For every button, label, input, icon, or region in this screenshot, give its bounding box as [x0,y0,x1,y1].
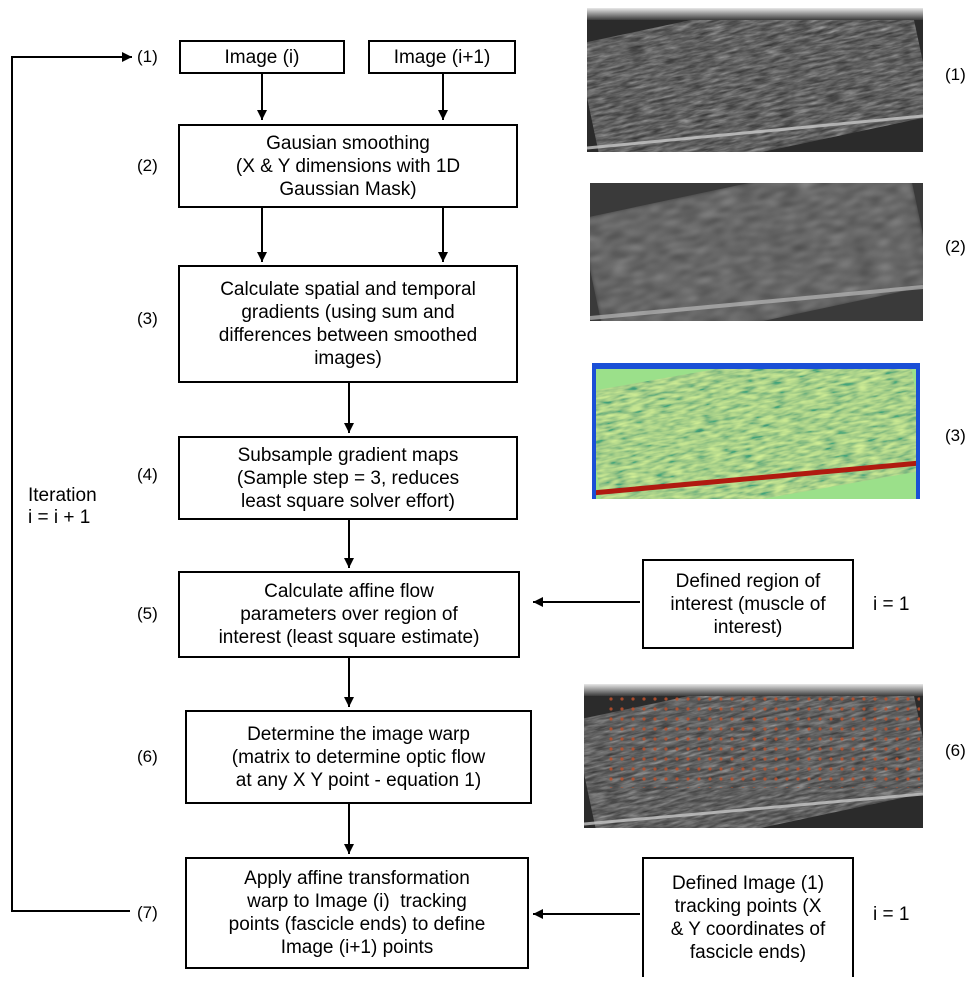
image-i-label: Image (i) [224,46,300,68]
ultrasound-raw-image [587,8,923,152]
ultrasound-smoothed-image [590,183,923,321]
subsample-box: Subsample gradient maps (Sample step = 3… [178,436,518,520]
step-label-5: (5) [137,604,158,623]
image-i-box: Image (i) [179,40,345,74]
smoothing-line-3: Gaussian Mask) [279,178,417,200]
affine-flow-line-2: parameters over region of [240,604,458,625]
gradients-box: Calculate spatial and temporal gradients… [178,265,518,383]
subsample-line-2: (Sample step = 3, reduces [236,467,460,489]
affine-flow-box: Calculate affine flow parameters over re… [178,571,520,658]
apply-line-2: warp to Image (i) tracking [247,891,467,912]
roi-line-2: interest (muscle of [670,593,826,615]
tracking-line-3: & Y coordinates of [670,919,826,940]
image-warp-box: Determine the image warp (matrix to dete… [185,710,532,804]
image-label-1: (1) [945,65,966,84]
step-label-3: (3) [137,309,158,328]
tracking-i-equals-1-label: i = 1 [873,904,910,925]
image-i1-label: Image (i+1) [393,46,491,68]
warp-line-3: at any X Y point - equation 1) [235,769,482,791]
roi-line-1: Defined region of [675,570,821,592]
warp-line-2: (matrix to determine optic flow [231,746,486,768]
affine-flow-line-1: Calculate affine flow [264,581,434,602]
image-i1-box: Image (i+1) [368,40,516,74]
step-label-7: (7) [137,903,158,922]
smoothing-line-2: (X & Y dimensions with 1D [235,155,461,177]
gradients-line-1: Calculate spatial and temporal [220,279,476,300]
step-label-1: (1) [137,47,158,66]
iteration-loop-arrow [11,52,132,912]
iteration-line-2: i = i + 1 [28,507,91,528]
iteration-line-1: Iteration [28,485,97,506]
roi-i-equals-1-label: i = 1 [873,594,910,615]
subsample-line-3: least square solver effort) [240,490,455,512]
tracked-points-image [584,684,923,828]
gradients-line-2: gradients (using sum and [241,302,455,323]
apply-line-4: Image (i+1) points [280,937,434,958]
iteration-label: Iteration i = i + 1 [28,485,97,529]
step-label-4: (4) [137,465,158,484]
tracking-line-1: Defined Image (1) [671,873,825,894]
tracking-points-box: Defined Image (1) tracking points (X & Y… [642,857,854,977]
image-label-6: (6) [945,741,966,760]
apply-line-1: Apply affine transformation [244,868,470,889]
tracking-line-4: fascicle ends) [689,942,807,963]
roi-box: Defined region of interest (muscle of in… [642,559,854,649]
smoothing-line-1: Gausian smoothing [266,132,430,154]
gradients-line-4: images) [314,348,382,369]
gradients-line-3: differences between smoothed [218,325,478,346]
gradient-map-image [592,363,920,499]
step-label-6: (6) [137,747,158,766]
apply-affine-box: Apply affine transformation warp to Imag… [185,857,529,969]
affine-flow-line-3: interest (least square estimate) [218,627,480,648]
step-label-2: (2) [137,156,158,175]
roi-line-3: interest) [713,616,783,638]
image-label-2: (2) [945,237,966,256]
image-label-3: (3) [945,426,966,445]
gaussian-smoothing-box: Gausian smoothing (X & Y dimensions with… [178,124,518,208]
subsample-line-1: Subsample gradient maps [237,444,459,466]
apply-line-3: points (fascicle ends) to define [228,914,486,935]
tracking-line-2: tracking points (X [674,896,822,917]
warp-line-1: Determine the image warp [247,723,470,745]
